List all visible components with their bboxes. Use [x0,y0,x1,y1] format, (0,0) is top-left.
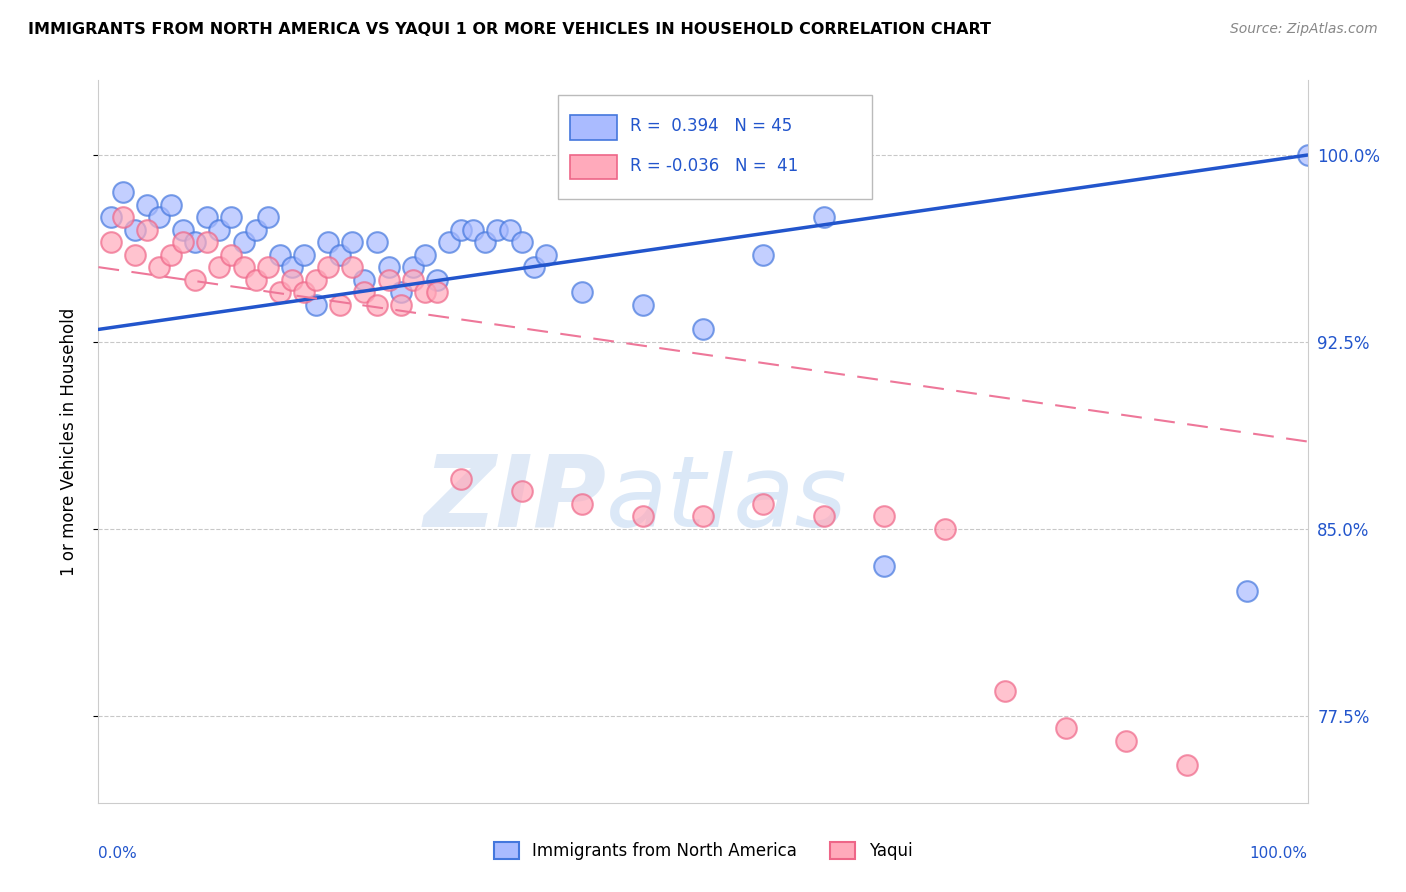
Point [1296,148,1319,162]
Point [292,285,315,299]
Point [111,186,134,200]
Point [124,248,146,262]
Point [377,260,399,274]
Point [221,211,243,225]
Point [329,248,352,262]
Point [437,235,460,250]
Point [111,211,134,225]
Point [873,509,896,524]
Point [208,260,231,274]
Point [342,235,364,250]
FancyBboxPatch shape [558,95,872,200]
Text: Source: ZipAtlas.com: Source: ZipAtlas.com [1230,22,1378,37]
Point [426,285,449,299]
Point [148,211,170,225]
Point [413,248,436,262]
Point [1236,584,1258,599]
Point [389,285,412,299]
Text: ZIP: ZIP [423,450,606,548]
Point [498,223,520,237]
Point [366,297,388,311]
Point [377,272,399,286]
Point [389,297,412,311]
Point [208,223,231,237]
Point [316,260,339,274]
Point [366,235,388,250]
Y-axis label: 1 or more Vehicles in Household: 1 or more Vehicles in Household [59,308,77,575]
Point [402,272,425,286]
Point [450,223,472,237]
Point [486,223,509,237]
Point [195,235,218,250]
Text: R =  0.394   N = 45: R = 0.394 N = 45 [630,117,793,135]
Point [571,285,593,299]
Text: 0.0%: 0.0% [98,847,138,861]
Point [813,211,835,225]
Point [172,223,194,237]
Point [281,272,304,286]
Text: 100.0%: 100.0% [1250,847,1308,861]
Point [631,509,654,524]
Point [160,248,183,262]
Point [148,260,170,274]
Point [316,235,339,250]
Point [281,260,304,274]
Point [232,260,254,274]
Point [184,235,207,250]
Point [195,211,218,225]
Point [510,484,533,499]
Point [221,248,243,262]
Point [752,497,775,511]
Point [124,223,146,237]
Point [463,223,485,237]
Point [256,211,278,225]
Point [160,198,183,212]
Point [934,522,956,536]
Point [305,297,328,311]
Point [752,248,775,262]
FancyBboxPatch shape [569,154,617,179]
Point [269,248,291,262]
Point [305,272,328,286]
Text: atlas: atlas [606,450,848,548]
Point [172,235,194,250]
Point [450,472,472,486]
Point [873,559,896,574]
Point [571,497,593,511]
Point [1115,733,1137,747]
Point [1175,758,1198,772]
Point [232,235,254,250]
Text: R = -0.036   N =  41: R = -0.036 N = 41 [630,156,799,175]
Point [329,297,352,311]
Point [426,272,449,286]
Point [813,509,835,524]
Point [353,272,375,286]
Point [100,235,122,250]
Point [692,322,714,336]
Point [135,198,157,212]
FancyBboxPatch shape [569,115,617,139]
Legend: Immigrants from North America, Yaqui: Immigrants from North America, Yaqui [486,835,920,867]
Point [523,260,546,274]
Point [474,235,496,250]
Point [184,272,207,286]
Point [1054,721,1077,735]
Point [100,211,122,225]
Point [256,260,278,274]
Point [292,248,315,262]
Point [342,260,364,274]
Text: IMMIGRANTS FROM NORTH AMERICA VS YAQUI 1 OR MORE VEHICLES IN HOUSEHOLD CORRELATI: IMMIGRANTS FROM NORTH AMERICA VS YAQUI 1… [28,22,991,37]
Point [413,285,436,299]
Point [510,235,533,250]
Point [994,683,1017,698]
Point [353,285,375,299]
Point [631,297,654,311]
Point [534,248,557,262]
Point [269,285,291,299]
Point [245,223,267,237]
Point [692,509,714,524]
Point [245,272,267,286]
Point [135,223,157,237]
Point [402,260,425,274]
